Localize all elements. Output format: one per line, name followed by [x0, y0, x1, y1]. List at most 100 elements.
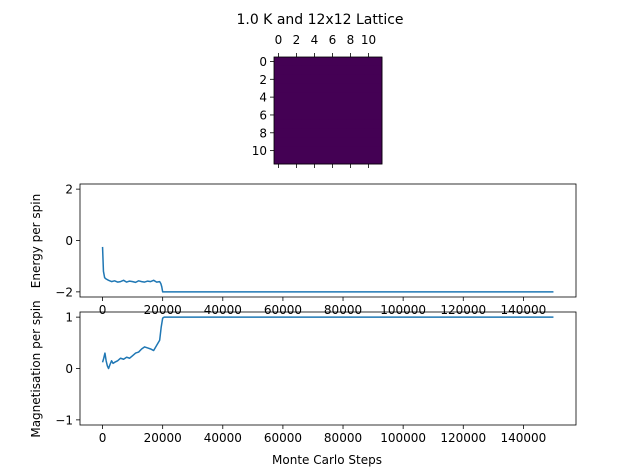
heatmap-cell — [355, 110, 365, 120]
heatmap-cell — [364, 74, 374, 85]
heatmap-cell — [292, 155, 302, 165]
heatmap-cell — [328, 128, 338, 138]
heatmap-cell — [337, 119, 347, 129]
heatmap-cell — [337, 74, 347, 85]
heatmap-x-tick-label: 4 — [311, 33, 319, 47]
heatmap-y-tick-label: 6 — [259, 108, 267, 122]
heatmap-cell — [301, 146, 311, 156]
heatmap-cell — [373, 74, 383, 85]
heatmap-cell — [310, 137, 320, 147]
heatmap-cell — [283, 137, 293, 147]
heatmap-x-tick-label: 6 — [329, 33, 337, 47]
heatmap-cell — [283, 65, 293, 76]
axes-frame — [79, 311, 577, 426]
heatmap-y-tick-label: 10 — [252, 144, 267, 158]
heatmap-x-tick-label: 0 — [275, 33, 283, 47]
x-tick-label: 80000 — [324, 431, 362, 445]
heatmap-cell — [328, 65, 338, 76]
heatmap-cell — [373, 92, 383, 102]
heatmap-cell — [355, 146, 365, 156]
heatmap-cell — [292, 146, 302, 156]
heatmap-cell — [373, 83, 383, 94]
x-tick-label: 120000 — [440, 303, 486, 317]
heatmap-cell — [274, 110, 284, 120]
y-tick-label: −1 — [55, 413, 73, 427]
magnetisation-panel: 0 20000 40000 60000 80000 100000 120000 140000 −… — [55, 311, 577, 445]
heatmap-cell — [337, 57, 347, 67]
heatmap-cell — [355, 65, 365, 76]
heatmap-cell — [292, 101, 302, 111]
heatmap-cell — [301, 92, 311, 102]
heatmap-cell — [346, 137, 356, 147]
heatmap-cell — [355, 137, 365, 147]
heatmap-cell — [337, 155, 347, 165]
heatmap-cell — [283, 57, 293, 67]
heatmap-cell — [364, 92, 374, 102]
heatmap-cell — [292, 83, 302, 94]
heatmap-cell — [328, 137, 338, 147]
heatmap-cell — [301, 128, 311, 138]
heatmap-cell — [310, 119, 320, 129]
heatmap-cell — [301, 101, 311, 111]
heatmap-cell — [310, 65, 320, 76]
heatmap-cell — [283, 74, 293, 85]
heatmap-cell — [283, 119, 293, 129]
heatmap-cell — [319, 92, 329, 102]
heatmap-cell — [364, 137, 374, 147]
heatmap-cell — [346, 110, 356, 120]
heatmap-cell — [328, 101, 338, 111]
energy-ylabel: Energy per spin — [29, 194, 43, 288]
heatmap-y-tick-label: 8 — [259, 126, 267, 140]
heatmap-cell — [301, 137, 311, 147]
heatmap-cell — [328, 146, 338, 156]
heatmap-cell — [310, 110, 320, 120]
x-tick-label: 140000 — [500, 303, 546, 317]
heatmap-cell — [319, 83, 329, 94]
heatmap-cell — [373, 119, 383, 129]
y-tick-label: 1 — [65, 311, 73, 325]
x-tick-label: 20000 — [144, 431, 182, 445]
heatmap-cell — [346, 74, 356, 85]
heatmap-cell — [274, 65, 284, 76]
heatmap-cell — [328, 74, 338, 85]
heatmap-cell — [310, 92, 320, 102]
heatmap-cell — [328, 119, 338, 129]
heatmap-cell — [364, 83, 374, 94]
series-line — [101, 316, 554, 370]
heatmap-cell — [346, 128, 356, 138]
heatmap-cell — [328, 155, 338, 165]
heatmap-cell — [283, 110, 293, 120]
heatmap-cell — [301, 110, 311, 120]
y-tick-label: 0 — [65, 362, 73, 376]
heatmap-cell — [310, 155, 320, 165]
heatmap-cell — [346, 83, 356, 94]
heatmap-cell — [310, 146, 320, 156]
series-line — [101, 246, 554, 293]
heatmap-cell — [292, 119, 302, 129]
heatmap-cell — [283, 92, 293, 102]
heatmap-cell — [292, 128, 302, 138]
x-tick-label: 60000 — [264, 431, 302, 445]
heatmap-cell — [319, 110, 329, 120]
heatmap-cell — [346, 65, 356, 76]
heatmap-cell — [328, 57, 338, 67]
x-tick-label: 0 — [99, 303, 107, 317]
x-tick-label: 80000 — [324, 303, 362, 317]
heatmap-frame — [273, 56, 383, 165]
heatmap-y-tick-label: 4 — [259, 91, 267, 105]
x-tick-label: 100000 — [380, 431, 426, 445]
heatmap-cell — [310, 128, 320, 138]
heatmap-cell — [373, 57, 383, 67]
heatmap-cell — [337, 101, 347, 111]
heatmap-cell — [274, 57, 284, 67]
heatmap-cell — [319, 155, 329, 165]
x-tick-label: 120000 — [440, 431, 486, 445]
heatmap-cell — [364, 119, 374, 129]
heatmap-cell — [274, 92, 284, 102]
heatmap-cell — [319, 137, 329, 147]
heatmap-cell — [310, 74, 320, 85]
heatmap-cell — [301, 119, 311, 129]
heatmap-cell — [373, 137, 383, 147]
